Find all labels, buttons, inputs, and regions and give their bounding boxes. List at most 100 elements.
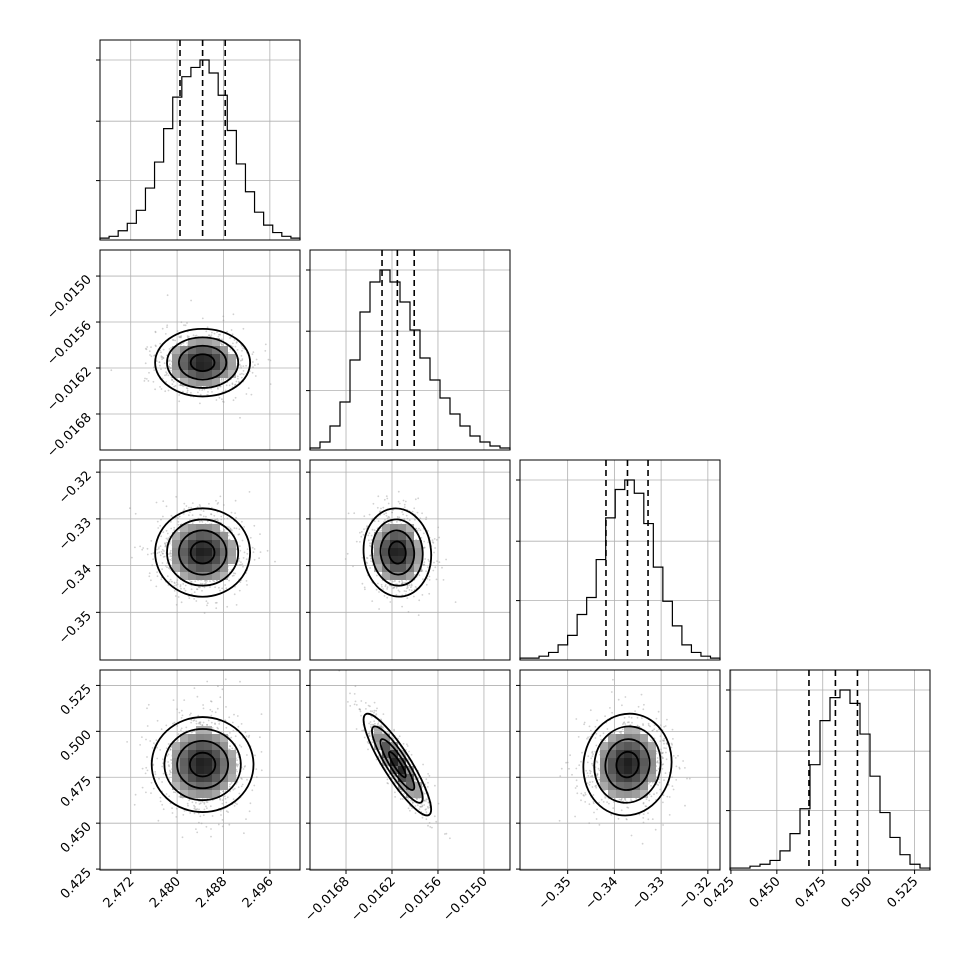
sample-point bbox=[427, 773, 429, 775]
sample-point bbox=[146, 769, 149, 772]
sample-point bbox=[148, 371, 150, 374]
sample-point bbox=[180, 336, 182, 339]
density-cell bbox=[374, 564, 382, 572]
contour-1sigma bbox=[379, 738, 416, 791]
sample-point bbox=[220, 379, 223, 381]
contour-2sigma bbox=[362, 712, 433, 817]
sample-point bbox=[229, 337, 232, 339]
sample-point bbox=[242, 373, 245, 376]
sample-point bbox=[393, 774, 396, 777]
sample-point bbox=[178, 394, 181, 396]
sample-point bbox=[397, 490, 400, 493]
sample-point bbox=[386, 782, 389, 784]
panel-content bbox=[100, 250, 300, 450]
sample-point bbox=[368, 731, 371, 733]
sample-point bbox=[400, 790, 403, 792]
density-cell bbox=[374, 532, 382, 540]
density-cell bbox=[390, 548, 398, 556]
sample-point bbox=[196, 695, 199, 698]
sample-point bbox=[600, 738, 602, 741]
sample-point bbox=[620, 730, 623, 733]
sample-point bbox=[229, 783, 232, 786]
sample-point bbox=[642, 813, 645, 815]
sample-point bbox=[373, 709, 376, 712]
sample-point bbox=[217, 335, 220, 338]
sample-point bbox=[370, 534, 373, 537]
sample-point bbox=[411, 807, 413, 809]
sample-point bbox=[239, 373, 242, 376]
sample-point bbox=[161, 781, 164, 783]
density-cell bbox=[180, 556, 188, 564]
sample-point bbox=[144, 347, 147, 350]
sample-point bbox=[423, 799, 426, 802]
sample-point bbox=[380, 507, 382, 510]
density-cell bbox=[196, 532, 204, 540]
sample-point bbox=[209, 805, 212, 808]
sample-point bbox=[196, 506, 199, 508]
sample-point bbox=[409, 809, 411, 812]
sample-point bbox=[216, 726, 219, 729]
sample-point bbox=[218, 586, 220, 589]
density-cell bbox=[172, 564, 180, 572]
sample-point bbox=[213, 332, 216, 335]
sample-point bbox=[396, 516, 399, 518]
sample-point bbox=[254, 364, 256, 366]
sample-point bbox=[428, 560, 431, 562]
sample-point bbox=[228, 745, 231, 747]
sample-point bbox=[394, 791, 396, 794]
density-cell bbox=[172, 774, 180, 782]
sample-point bbox=[225, 726, 228, 729]
sample-point bbox=[160, 578, 163, 581]
sample-point bbox=[167, 764, 170, 766]
sample-point bbox=[233, 572, 235, 575]
sample-point bbox=[365, 561, 368, 564]
sample-point bbox=[200, 385, 202, 388]
sample-point bbox=[234, 383, 237, 386]
sample-point bbox=[241, 563, 244, 565]
sample-point bbox=[408, 750, 410, 753]
sample-point bbox=[590, 757, 593, 760]
sample-point bbox=[185, 387, 188, 389]
sample-point bbox=[185, 726, 188, 729]
sample-point bbox=[160, 355, 163, 357]
sample-point bbox=[210, 835, 212, 838]
sample-point bbox=[169, 578, 172, 581]
density-cell bbox=[374, 726, 382, 734]
sample-point bbox=[211, 331, 213, 334]
sample-point bbox=[220, 518, 223, 521]
sample-point bbox=[176, 725, 179, 727]
sample-point bbox=[110, 369, 113, 372]
sample-point bbox=[169, 367, 172, 369]
sample-point bbox=[156, 719, 159, 722]
sample-point bbox=[361, 556, 364, 559]
sample-point bbox=[604, 715, 606, 718]
sample-point bbox=[410, 584, 413, 587]
hist-frame-2 bbox=[309, 249, 511, 451]
sample-point bbox=[146, 547, 149, 550]
sample-point bbox=[426, 530, 429, 532]
sample-point bbox=[347, 701, 349, 703]
sample-point bbox=[234, 572, 237, 575]
sample-point bbox=[161, 327, 164, 330]
density-cell bbox=[228, 548, 236, 556]
sample-point bbox=[173, 585, 176, 587]
sample-point bbox=[238, 564, 241, 566]
sample-point bbox=[171, 339, 174, 341]
sample-point bbox=[410, 753, 413, 756]
sample-point bbox=[235, 763, 238, 765]
sample-point bbox=[139, 744, 142, 746]
sample-point bbox=[259, 533, 261, 535]
sample-point bbox=[221, 338, 223, 341]
sample-point bbox=[230, 511, 233, 514]
sample-point bbox=[247, 736, 250, 738]
sample-point bbox=[260, 713, 263, 715]
sample-point bbox=[162, 772, 165, 775]
sample-point bbox=[162, 357, 165, 359]
sample-point bbox=[383, 498, 386, 501]
sample-point bbox=[243, 551, 246, 554]
sample-point bbox=[405, 514, 408, 517]
density-cell bbox=[196, 742, 204, 750]
density-cell bbox=[406, 556, 414, 564]
density-cell bbox=[196, 750, 204, 758]
sample-point bbox=[228, 823, 231, 826]
